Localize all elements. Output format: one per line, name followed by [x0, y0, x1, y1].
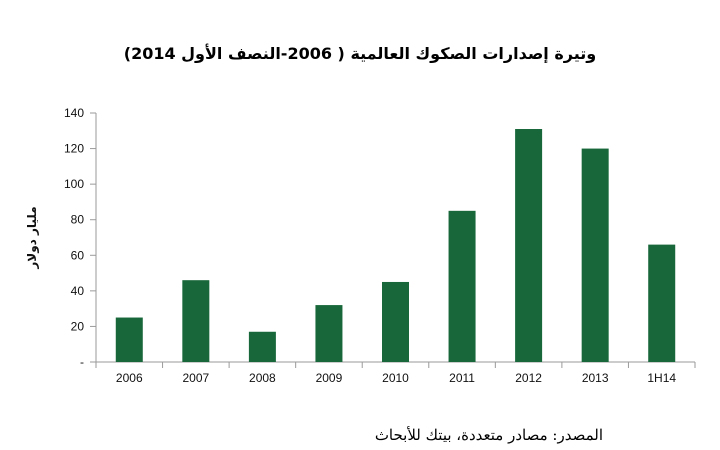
x-tick-label: 2010	[382, 371, 409, 385]
y-tick-label: 60	[71, 248, 85, 262]
bar-2011	[448, 210, 476, 362]
x-tick-label: 2008	[249, 371, 276, 385]
bar-2013	[581, 148, 609, 362]
bar-2006	[115, 317, 143, 362]
x-tick-label: 2011	[449, 371, 475, 385]
y-tick-label: -	[80, 355, 84, 369]
y-axis-title: مليار دولار	[25, 206, 40, 269]
x-tick-label: 2007	[182, 371, 209, 385]
x-tick-label: 2006	[116, 371, 143, 385]
bar-2012	[515, 129, 543, 362]
y-tick-label: 80	[71, 213, 85, 227]
y-tick-label: 120	[64, 142, 84, 156]
y-tick-label: 140	[64, 106, 84, 120]
x-tick-label: 2009	[316, 371, 343, 385]
bar-1h14	[648, 244, 676, 362]
chart-title: وتيرة إصدارات الصكوك العالمية ( 2006-الن…	[123, 44, 597, 63]
source-note: المصدر: مصادر متعددة، بيتك للأبحاث	[374, 426, 603, 444]
x-tick-label: 1H14	[647, 371, 676, 385]
y-tick-label: 100	[64, 177, 84, 191]
bar-2008	[248, 331, 276, 362]
x-tick-label: 2013	[582, 371, 609, 385]
x-tick-label: 2012	[515, 371, 542, 385]
bar-2007	[182, 280, 210, 362]
plot-area: - 20 40 60 80 100 120 140 2006 2007 2008 2009 2010 20…	[25, 106, 696, 385]
bar-2009	[315, 305, 343, 362]
y-tick-label: 20	[71, 319, 85, 333]
y-tick-label: 40	[71, 284, 85, 298]
bar-2010	[382, 281, 409, 362]
